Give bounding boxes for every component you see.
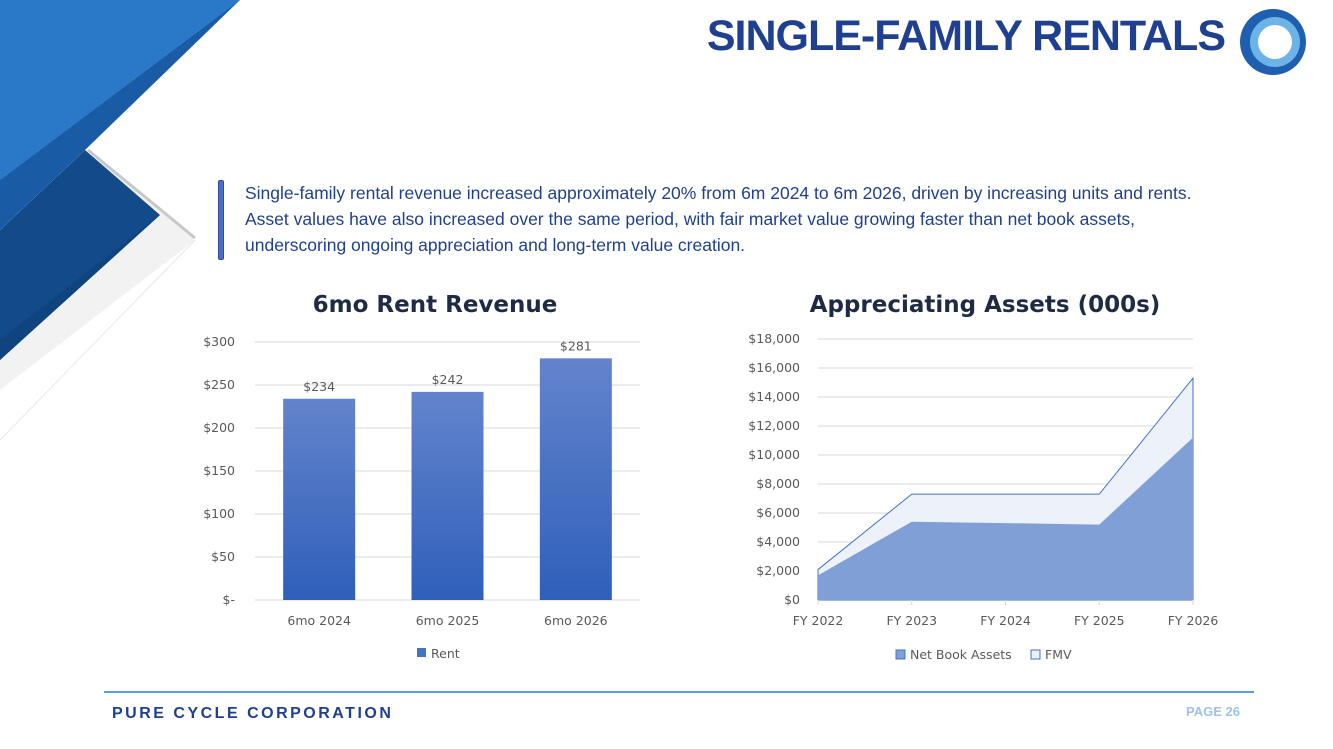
quote-bar	[218, 180, 224, 260]
area-net-book-assets	[818, 437, 1193, 600]
y-tick-label: $250	[203, 377, 235, 392]
y-tick-label: $8,000	[756, 476, 800, 491]
page-number: PAGE 26	[1186, 704, 1240, 719]
data-label: $242	[432, 372, 464, 387]
legend-swatch-fmv	[1030, 649, 1041, 660]
company-logo-icon	[1240, 9, 1306, 75]
rent-chart-title: 6mo Rent Revenue	[312, 292, 558, 318]
y-tick-label: $14,000	[748, 389, 800, 404]
y-tick-label: $2,000	[756, 563, 800, 578]
legend-label-net-book-assets: Net Book Assets	[910, 647, 1012, 662]
summary-text: Single-family rental revenue increased a…	[245, 183, 1192, 255]
footer-divider	[104, 691, 1254, 693]
y-tick-label: $0	[784, 592, 800, 607]
bar	[283, 398, 356, 600]
y-tick-label: $4,000	[756, 534, 800, 549]
y-tick-label: $10,000	[748, 447, 800, 462]
data-label: $234	[303, 379, 335, 394]
x-tick-label: FY 2022	[793, 613, 844, 628]
x-tick-label: 6mo 2025	[416, 613, 480, 628]
assets-chart: $0 $2,000 $4,000 $6,000 $8,000 $10,000 $12,000…	[748, 331, 1219, 662]
y-tick-label: $200	[203, 420, 235, 435]
y-tick-label: $16,000	[748, 360, 800, 375]
y-tick-label: $18,000	[748, 331, 800, 346]
x-tick-label: FY 2025	[1074, 613, 1125, 628]
data-label: $281	[560, 338, 592, 353]
legend-label-rent: Rent	[431, 646, 460, 661]
y-tick-label: $50	[211, 549, 235, 564]
x-tick-label: 6mo 2026	[544, 613, 608, 628]
legend-swatch-rent	[417, 648, 426, 657]
y-tick-label: $300	[203, 334, 235, 349]
x-tick-label: FY 2023	[886, 613, 937, 628]
company-name: PURE CYCLE CORPORATION	[112, 705, 394, 722]
y-tick-label: $-	[223, 592, 235, 607]
y-tick-label: $6,000	[756, 505, 800, 520]
rent-revenue-chart: $- $50 $100 $150 $200 $250 $300 $234 6mo 2024 $24…	[203, 334, 640, 661]
bar	[539, 358, 612, 600]
page-title: SINGLE-FAMILY RENTALS	[706, 12, 1226, 60]
assets-chart-title: Appreciating Assets (000s)	[809, 292, 1161, 318]
x-tick-label: 6mo 2024	[287, 613, 351, 628]
y-tick-label: $150	[203, 463, 235, 478]
legend-label-fmv: FMV	[1045, 647, 1072, 662]
y-tick-label: $12,000	[748, 418, 800, 433]
decorative-background	[0, 0, 240, 441]
y-tick-label: $100	[203, 506, 235, 521]
bar	[411, 391, 484, 600]
legend-swatch-net-book-assets	[895, 649, 906, 660]
x-tick-label: FY 2026	[1168, 613, 1219, 628]
x-tick-label: FY 2024	[980, 613, 1031, 628]
